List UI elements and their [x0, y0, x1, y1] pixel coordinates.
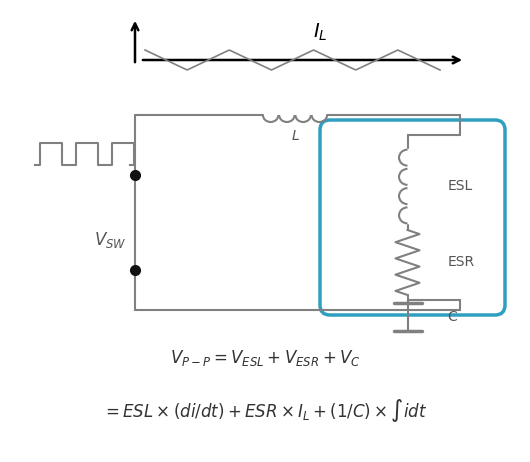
Text: ESR: ESR [447, 255, 475, 269]
Text: L: L [291, 129, 299, 143]
Text: $I_L$: $I_L$ [313, 21, 327, 43]
Text: $= ESL \times (di/dt) + ESR \times I_L + (1/C) \times \int idt$: $= ESL \times (di/dt) + ESR \times I_L +… [102, 396, 428, 424]
Text: $V_{SW}$: $V_{SW}$ [94, 230, 126, 250]
Text: $V_{P-P} = V_{ESL} + V_{ESR} + V_C$: $V_{P-P} = V_{ESL} + V_{ESR} + V_C$ [170, 348, 360, 368]
Text: ESL: ESL [447, 180, 473, 194]
FancyBboxPatch shape [320, 120, 505, 315]
Text: C: C [447, 310, 457, 324]
